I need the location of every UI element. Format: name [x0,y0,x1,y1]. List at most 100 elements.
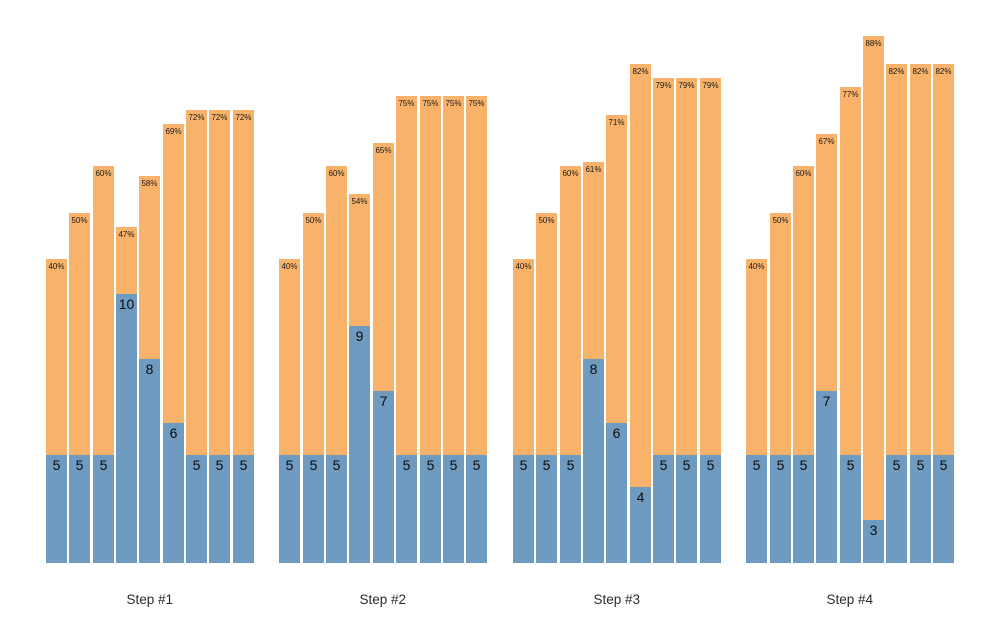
bar-pct-label: 67% [818,137,835,146]
bar-pct-label: 65% [375,146,392,155]
bar: 72% 5 [186,110,207,563]
bar: 71% 6 [606,115,627,563]
bar-pct-label: 50% [772,216,789,225]
bar-pct-label: 40% [48,262,65,271]
bar-value-label: 5 [192,457,201,473]
bar-blue-segment: 5 [910,455,931,563]
bar-pct-label: 79% [655,81,672,90]
bar-blue-segment: 5 [746,455,767,563]
bar: 72% 5 [233,110,254,563]
bar-value-label: 5 [285,457,294,473]
bar-value-label: 5 [846,457,855,473]
bar-pct-label: 58% [141,179,158,188]
bar-blue-segment: 6 [163,423,184,563]
bar: 79% 5 [676,78,697,563]
bar: 88% 3 [863,36,884,563]
bar-value-label: 5 [939,457,948,473]
bar-value-label: 4 [636,489,645,505]
bar-pct-label: 69% [165,127,182,136]
bar-blue-segment: 3 [863,520,884,563]
bar: 58% 8 [139,176,160,563]
bar-value-label: 9 [355,328,364,344]
bar: 50% 5 [770,213,791,563]
bar-blue-segment: 5 [793,455,814,563]
bar-blue-segment: 4 [630,487,651,563]
bar: 82% 4 [630,64,651,563]
bar-blue-segment: 5 [513,455,534,563]
bar-blue-segment: 8 [583,359,604,563]
bar-value-label: 5 [472,457,481,473]
bar-blue-segment: 8 [139,359,160,563]
bar-value-label: 5 [542,457,551,473]
bar-blue-segment: 9 [349,326,370,563]
bar-pct-label: 82% [912,67,929,76]
bar-blue-segment: 5 [279,455,300,563]
bar-value-label: 8 [145,361,154,377]
bar-blue-segment: 5 [560,455,581,563]
step-label: Step #2 [359,592,407,607]
bar-blue-segment: 5 [186,455,207,563]
bar-pct-label: 75% [422,99,439,108]
bar: 75% 5 [466,96,487,563]
bar-pct-label: 50% [538,216,555,225]
bar: 67% 7 [816,134,837,563]
bar: 40% 5 [46,259,67,563]
bar-pct-label: 40% [515,262,532,271]
bar-value-label: 5 [402,457,411,473]
bar-blue-segment: 5 [466,455,487,563]
bar-value-label: 5 [332,457,341,473]
bar: 61% 8 [583,162,604,563]
bar-pct-label: 72% [188,113,205,122]
bar: 60% 5 [93,166,114,563]
bar-blue-segment: 5 [676,455,697,563]
bar-pct-label: 75% [398,99,415,108]
bar-blue-segment: 10 [116,294,137,563]
bar: 79% 5 [653,78,674,563]
bar-pct-label: 82% [935,67,952,76]
bar: 60% 5 [326,166,347,563]
bar-pct-label: 50% [305,216,322,225]
bar-blue-segment: 7 [373,391,394,563]
bar: 82% 5 [886,64,907,563]
bar-pct-label: 60% [95,169,112,178]
bar: 54% 9 [349,194,370,563]
bar-blue-segment: 5 [840,455,861,563]
bar: 72% 5 [209,110,230,563]
bar-pct-label: 77% [842,90,859,99]
bar-value-label: 5 [659,457,668,473]
step-label: Step #1 [126,592,174,607]
bar-pct-label: 72% [211,113,228,122]
bar-value-label: 5 [449,457,458,473]
bar-blue-segment: 5 [700,455,721,563]
bar: 47% 10 [116,227,137,563]
bar-value-label: 5 [52,457,61,473]
bar-pct-label: 40% [748,262,765,271]
bar-value-label: 7 [822,393,831,409]
bar-blue-segment: 5 [93,455,114,563]
bar-blue-segment: 5 [396,455,417,563]
bar-pct-label: 72% [235,113,252,122]
bar: 79% 5 [700,78,721,563]
bar-blue-segment: 5 [420,455,441,563]
bar: 77% 5 [840,87,861,563]
bar-blue-segment: 5 [653,455,674,563]
bar-value-label: 5 [99,457,108,473]
bar-value-label: 5 [309,457,318,473]
bar-value-label: 5 [776,457,785,473]
bar-pct-label: 82% [888,67,905,76]
bar-pct-label: 47% [118,230,135,239]
bar-pct-label: 82% [632,67,649,76]
bar: 75% 5 [420,96,441,563]
bar-pct-label: 75% [445,99,462,108]
bar-blue-segment: 5 [536,455,557,563]
bar-pct-label: 61% [585,165,602,174]
bar: 50% 5 [303,213,324,563]
bar-pct-label: 54% [351,197,368,206]
bar-blue-segment: 7 [816,391,837,563]
bar-blue-segment: 5 [326,455,347,563]
bar-value-label: 5 [566,457,575,473]
bar-value-label: 5 [799,457,808,473]
bar: 82% 5 [933,64,954,563]
bar-pct-label: 60% [562,169,579,178]
